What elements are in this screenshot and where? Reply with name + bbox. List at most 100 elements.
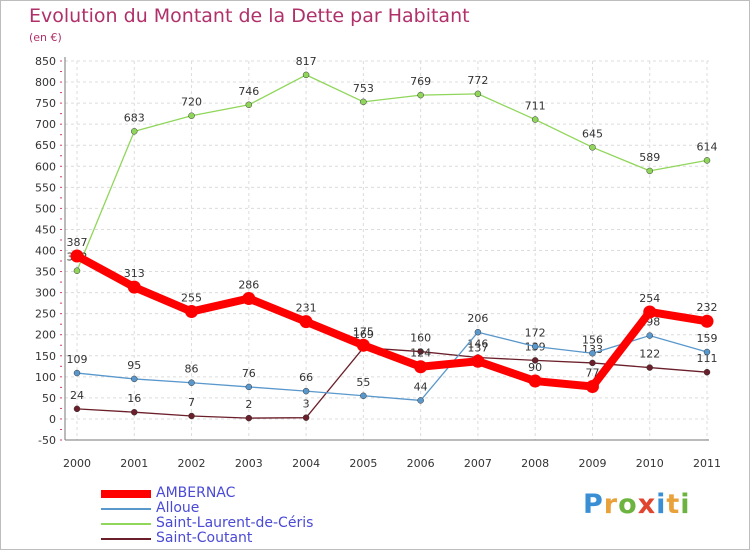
data-point-ambernac bbox=[356, 338, 370, 352]
data-point-saint-laurent-de-c-ris bbox=[131, 128, 138, 135]
data-label-saint-laurent-de-c-ris: 769 bbox=[410, 75, 431, 88]
data-label-saint-coutant: 169 bbox=[353, 328, 374, 341]
data-point-saint-coutant bbox=[73, 405, 81, 413]
data-label-saint-laurent-de-c-ris: 753 bbox=[353, 82, 374, 95]
y-minor-tick bbox=[60, 134, 62, 136]
x-tick-label: 2001 bbox=[120, 457, 148, 470]
data-point-alloue bbox=[360, 392, 367, 400]
y-minor-tick bbox=[60, 239, 62, 241]
y-minor-tick bbox=[60, 250, 62, 251]
data-point-saint-coutant bbox=[703, 368, 711, 376]
data-label-ambernac: 231 bbox=[296, 302, 317, 315]
y-minor-tick bbox=[60, 439, 62, 441]
data-label-ambernac: 137 bbox=[467, 341, 488, 354]
data-point-alloue bbox=[245, 383, 253, 391]
data-point-saint-coutant bbox=[531, 357, 539, 364]
data-label-saint-laurent-de-c-ris: 772 bbox=[467, 74, 488, 87]
logo-letter: t bbox=[666, 489, 681, 520]
data-point-saint-laurent-de-c-ris bbox=[360, 98, 367, 106]
legend-label-alloue: Alloue bbox=[156, 500, 200, 516]
y-minor-tick bbox=[60, 386, 62, 388]
logo-letter: P bbox=[583, 489, 604, 520]
legend-item-ambernac: AMBERNAC bbox=[101, 485, 361, 501]
y-tick-label: 50 bbox=[42, 392, 56, 405]
data-label-alloue: 86 bbox=[185, 363, 199, 376]
data-point-saint-laurent-de-c-ris bbox=[646, 167, 653, 175]
data-label-ambernac: 387 bbox=[67, 236, 88, 249]
legend-item-saint-coutant: Saint-Coutant bbox=[101, 530, 361, 546]
data-point-ambernac bbox=[185, 305, 199, 319]
y-tick-label: 550 bbox=[35, 181, 56, 194]
y-tick-label: 500 bbox=[35, 202, 56, 215]
data-point-saint-laurent-de-c-ris bbox=[73, 267, 81, 274]
data-point-ambernac bbox=[242, 292, 256, 306]
data-point-saint-laurent-de-c-ris bbox=[474, 90, 482, 98]
legend-label-saint-coutant: Saint-Coutant bbox=[156, 530, 253, 546]
y-minor-tick bbox=[60, 123, 62, 125]
data-point-saint-laurent-de-c-ris bbox=[302, 71, 310, 79]
data-point-ambernac bbox=[299, 315, 313, 329]
y-minor-tick bbox=[60, 376, 62, 378]
legend-item-saint-laurent: Saint-Laurent-de-Céris bbox=[101, 515, 361, 531]
y-minor-tick bbox=[60, 397, 62, 399]
data-label-saint-coutant: 160 bbox=[410, 332, 431, 345]
chart-subtitle: (en €) bbox=[29, 31, 62, 44]
y-tick-label: 650 bbox=[35, 139, 56, 152]
data-point-saint-coutant bbox=[302, 414, 310, 421]
data-point-saint-coutant bbox=[589, 359, 596, 367]
data-label-alloue: 66 bbox=[299, 371, 313, 384]
y-minor-tick bbox=[60, 281, 62, 283]
data-point-saint-laurent-de-c-ris bbox=[703, 157, 711, 164]
y-tick-label: 200 bbox=[35, 329, 56, 342]
y-tick-label: 750 bbox=[35, 97, 56, 110]
y-minor-tick bbox=[60, 92, 62, 94]
legend-swatch-saint-coutant bbox=[101, 538, 151, 540]
data-label-saint-coutant: 111 bbox=[697, 352, 718, 365]
y-minor-tick bbox=[60, 207, 62, 209]
legend-swatch-alloue bbox=[101, 508, 151, 510]
y-minor-tick bbox=[60, 165, 62, 167]
y-minor-tick bbox=[60, 302, 62, 304]
legend-label-saint-laurent: Saint-Laurent-de-Céris bbox=[156, 515, 314, 531]
y-minor-tick bbox=[60, 313, 62, 315]
chart-title: Evolution du Montant de la Dette par Hab… bbox=[29, 5, 470, 27]
y-minor-tick bbox=[60, 176, 62, 178]
y-minor-tick bbox=[60, 81, 62, 83]
x-tick-label: 2004 bbox=[292, 457, 320, 470]
data-label-ambernac: 124 bbox=[410, 347, 431, 360]
data-label-alloue: 156 bbox=[582, 333, 603, 346]
y-minor-tick bbox=[60, 344, 62, 346]
data-point-saint-laurent-de-c-ris bbox=[531, 116, 539, 123]
logo-letter: i bbox=[680, 489, 691, 520]
y-tick-label: 700 bbox=[35, 118, 56, 131]
legend-swatch-ambernac bbox=[101, 490, 151, 498]
data-label-saint-coutant: 2 bbox=[245, 398, 252, 411]
data-label-saint-coutant: 16 bbox=[127, 392, 141, 405]
data-point-saint-coutant bbox=[245, 414, 253, 422]
data-label-ambernac: 77 bbox=[585, 367, 599, 380]
data-label-alloue: 55 bbox=[356, 376, 370, 389]
data-label-saint-laurent-de-c-ris: 614 bbox=[697, 140, 718, 153]
data-point-alloue bbox=[646, 332, 653, 339]
series-line-saint-laurent-de-c-ris bbox=[76, 74, 708, 272]
y-minor-tick bbox=[60, 260, 62, 262]
x-tick-label: 2003 bbox=[235, 457, 263, 470]
data-point-alloue bbox=[531, 343, 539, 350]
data-point-alloue bbox=[188, 379, 195, 386]
y-minor-tick bbox=[60, 228, 62, 230]
x-tick-label: 2002 bbox=[178, 457, 206, 470]
y-minor-tick bbox=[60, 271, 62, 273]
series-line-alloue bbox=[76, 331, 708, 402]
y-minor-tick bbox=[60, 102, 62, 104]
data-label-ambernac: 90 bbox=[528, 361, 542, 374]
y-tick-label: 450 bbox=[35, 223, 56, 236]
logo-letter: i bbox=[656, 489, 667, 520]
data-label-saint-coutant: 122 bbox=[639, 348, 660, 361]
data-point-alloue bbox=[417, 397, 424, 404]
y-minor-tick bbox=[60, 71, 62, 73]
data-label-saint-laurent-de-c-ris: 746 bbox=[238, 85, 259, 98]
data-label-saint-coutant: 3 bbox=[303, 398, 310, 411]
x-tick-label: 2008 bbox=[521, 457, 549, 470]
